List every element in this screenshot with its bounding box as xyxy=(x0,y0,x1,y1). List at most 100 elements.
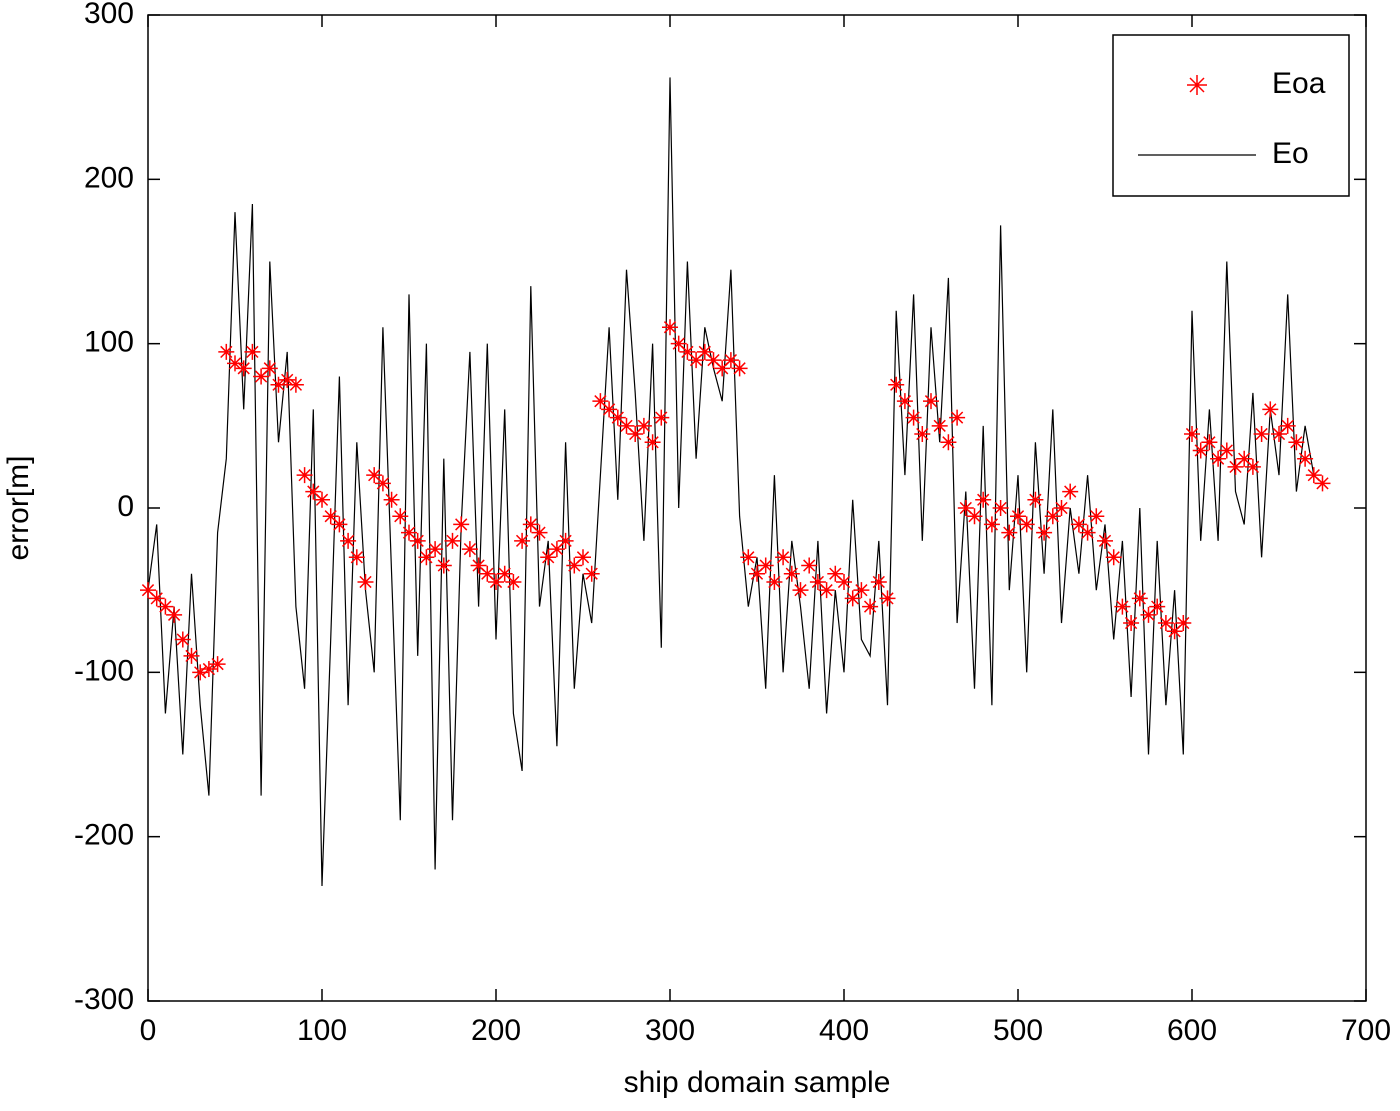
star-marker xyxy=(592,393,609,410)
star-marker xyxy=(923,393,939,410)
star-marker xyxy=(696,343,713,360)
star-marker xyxy=(940,434,957,451)
star-marker xyxy=(409,532,426,549)
star-marker xyxy=(540,549,557,566)
star-marker xyxy=(1297,450,1314,467)
star-marker xyxy=(314,491,330,508)
star-marker xyxy=(566,557,583,574)
star-marker xyxy=(1157,615,1174,632)
star-marker xyxy=(705,352,722,369)
star-marker xyxy=(966,508,983,525)
star-marker xyxy=(749,565,765,582)
star-marker xyxy=(392,508,409,525)
star-marker xyxy=(740,549,757,566)
star-marker xyxy=(479,565,496,582)
star-marker xyxy=(975,491,992,508)
star-marker xyxy=(809,573,826,590)
star-marker xyxy=(1227,458,1244,475)
star-marker xyxy=(714,360,731,377)
star-marker xyxy=(157,598,174,615)
x-tick-label: 0 xyxy=(140,1014,157,1047)
x-tick-label: 700 xyxy=(1341,1014,1391,1047)
x-tick-label: 500 xyxy=(993,1014,1043,1047)
star-marker xyxy=(227,355,243,372)
y-tick-label: 200 xyxy=(84,161,134,194)
star-marker xyxy=(435,557,452,574)
star-marker xyxy=(357,573,374,590)
star-marker xyxy=(348,549,365,566)
star-marker xyxy=(1010,508,1026,525)
star-marker xyxy=(653,409,670,426)
star-marker xyxy=(401,524,417,541)
star-marker xyxy=(340,532,357,549)
star-marker xyxy=(775,549,792,566)
y-tick-label: -200 xyxy=(74,819,134,852)
star-marker xyxy=(270,376,287,393)
star-marker xyxy=(1036,524,1053,541)
star-marker xyxy=(1305,467,1322,484)
y-axis-label: error[m] xyxy=(2,456,35,561)
star-marker xyxy=(1131,590,1148,607)
star-marker xyxy=(1288,434,1305,451)
star-marker xyxy=(722,352,739,369)
y-tick-label: -300 xyxy=(74,983,134,1016)
star-marker xyxy=(905,409,922,426)
star-marker xyxy=(870,573,887,590)
star-marker xyxy=(575,549,591,566)
star-marker xyxy=(1053,500,1070,516)
star-marker xyxy=(1079,524,1096,541)
star-marker xyxy=(931,417,948,434)
star-marker xyxy=(1097,532,1113,549)
star-marker xyxy=(853,582,870,599)
legend-label: Eo xyxy=(1272,137,1309,170)
x-tick-label: 600 xyxy=(1167,1014,1217,1047)
star-marker xyxy=(235,360,252,377)
star-marker xyxy=(200,661,217,678)
star-marker xyxy=(896,393,913,410)
star-marker xyxy=(287,376,304,393)
star-marker xyxy=(862,598,879,615)
star-marker xyxy=(1070,516,1087,533)
star-marker xyxy=(496,565,513,582)
star-marker xyxy=(1140,606,1157,623)
star-marker xyxy=(1192,442,1209,459)
y-tick-label: 100 xyxy=(84,326,134,359)
star-marker xyxy=(914,426,931,443)
star-marker xyxy=(1279,417,1296,434)
y-tick-label: 300 xyxy=(84,0,134,30)
x-tick-label: 200 xyxy=(471,1014,521,1047)
x-tick-label: 300 xyxy=(645,1014,695,1047)
star-marker xyxy=(209,656,226,673)
star-marker xyxy=(470,557,487,574)
star-marker xyxy=(949,409,966,426)
star-marker xyxy=(757,557,774,574)
star-marker xyxy=(888,376,905,393)
star-marker xyxy=(1201,434,1218,451)
x-axis-label: ship domain sample xyxy=(624,1066,891,1099)
star-marker xyxy=(1262,401,1279,418)
legend-box xyxy=(1112,34,1350,197)
y-tick-label: -100 xyxy=(74,654,134,687)
star-marker xyxy=(505,573,522,590)
star-marker xyxy=(627,426,644,443)
star-marker xyxy=(1018,516,1035,533)
star-marker xyxy=(818,582,835,599)
star-marker xyxy=(322,508,339,525)
star-marker xyxy=(296,467,313,484)
star-marker xyxy=(331,516,348,533)
star-marker xyxy=(670,335,687,352)
star-marker xyxy=(488,573,504,590)
star-marker xyxy=(983,516,1000,533)
star-marker xyxy=(1001,524,1018,541)
star-marker xyxy=(548,541,565,558)
star-marker xyxy=(618,417,635,434)
star-marker xyxy=(1105,549,1122,566)
star-marker xyxy=(1114,598,1131,615)
star-marker xyxy=(183,647,200,664)
star-marker xyxy=(374,475,391,492)
star-marker xyxy=(522,516,539,533)
star-marker xyxy=(461,541,478,558)
star-marker xyxy=(1271,426,1287,443)
star-marker xyxy=(1314,475,1331,492)
star-marker xyxy=(279,371,296,388)
